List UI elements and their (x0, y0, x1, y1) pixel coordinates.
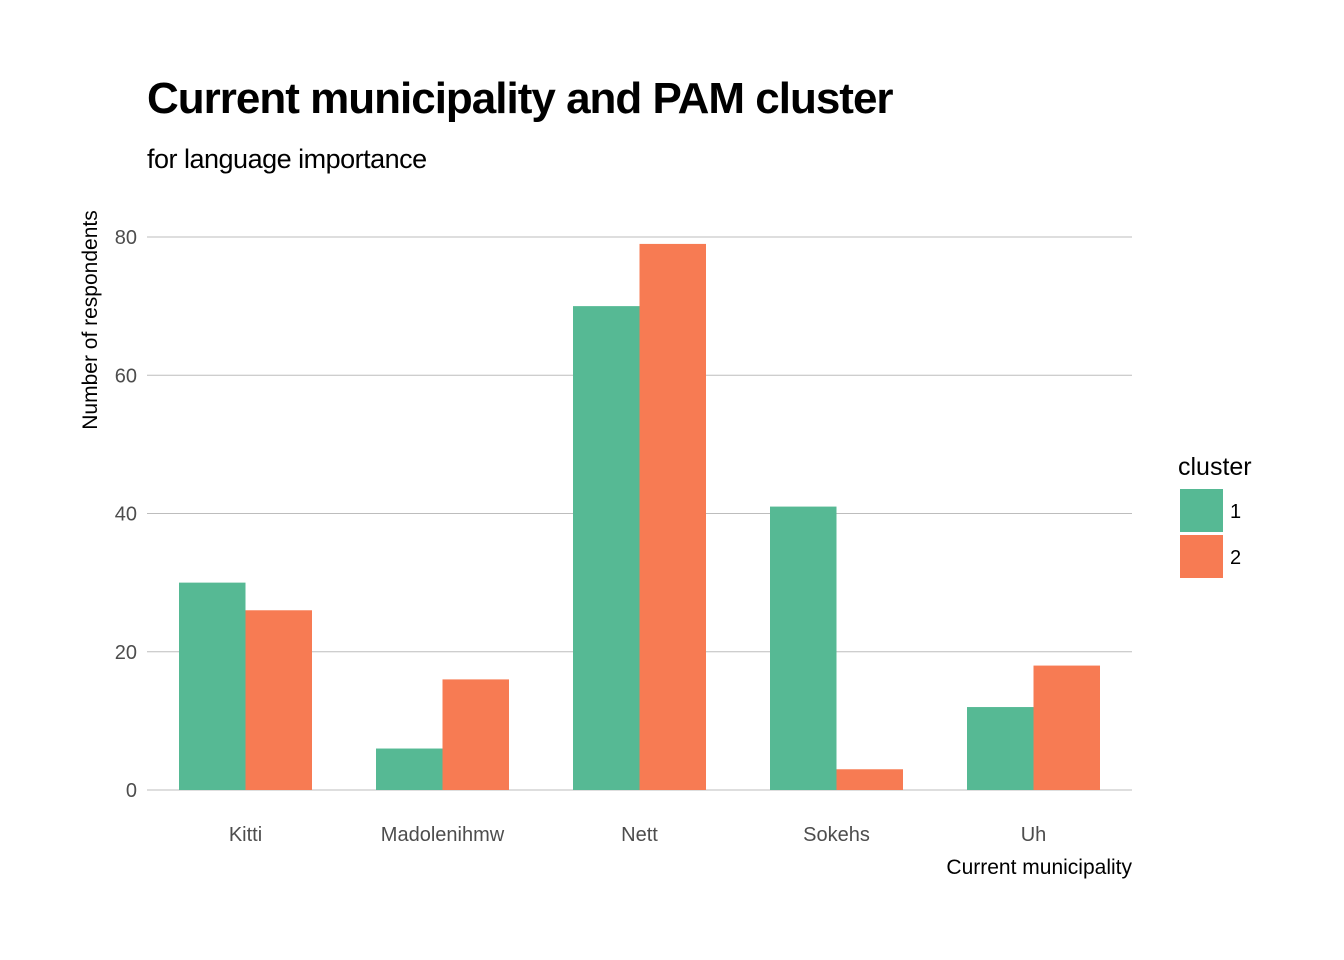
y-tick-label: 80 (115, 227, 137, 249)
bar-sokehs-cluster-1 (770, 506, 837, 790)
legend-label-1: 1 (1230, 501, 1241, 523)
x-tick-label: Sokehs (803, 824, 870, 846)
y-axis-title: Number of respondents (79, 210, 102, 429)
bars (179, 243, 1100, 791)
chart-title: Current municipality and PAM cluster (147, 74, 894, 123)
bar-uh-cluster-2 (1033, 665, 1100, 790)
x-axis-title: Current municipality (946, 856, 1132, 879)
bar-madolenihmw-cluster-1 (376, 748, 443, 790)
y-tick-label: 40 (115, 504, 137, 526)
axes: 0 20 40 60 80 Kitti Madolenihmw Nett Sokehs Uh (115, 227, 1047, 846)
legend-swatch-1 (1180, 489, 1223, 532)
x-tick-label: Nett (621, 824, 658, 846)
bar-sokehs-cluster-2 (836, 769, 903, 790)
legend: cluster 1 2 (1178, 453, 1252, 578)
chart-subtitle: for language importance (147, 144, 427, 174)
x-tick-label: Kitti (229, 824, 262, 846)
legend-label-2: 2 (1230, 547, 1241, 569)
legend-title: cluster (1178, 453, 1252, 481)
bar-madolenihmw-cluster-2 (442, 679, 509, 790)
bar-nett-cluster-1 (573, 306, 640, 790)
bar-kitti-cluster-1 (179, 582, 246, 790)
legend-swatch-2 (1180, 535, 1223, 578)
y-tick-label: 0 (126, 780, 137, 802)
x-tick-label: Uh (1021, 824, 1047, 846)
bar-uh-cluster-1 (967, 707, 1034, 790)
y-tick-label: 20 (115, 642, 137, 664)
x-tick-label: Madolenihmw (381, 824, 505, 846)
bar-nett-cluster-2 (639, 243, 706, 791)
y-tick-label: 60 (115, 365, 137, 387)
bar-kitti-cluster-2 (245, 610, 312, 790)
